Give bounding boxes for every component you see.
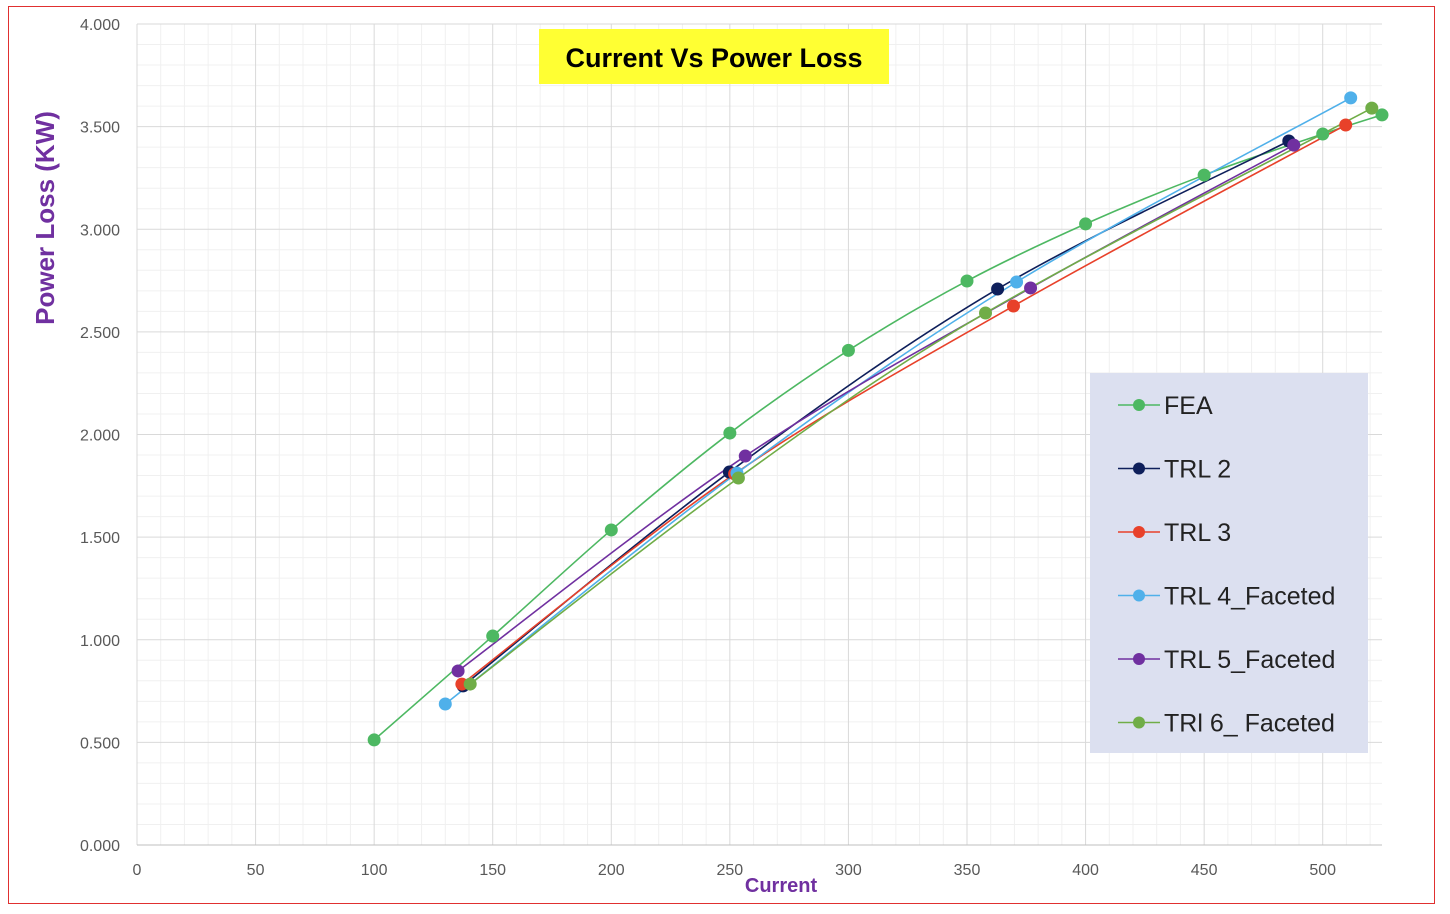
x-axis-label: Current xyxy=(745,875,818,897)
data-point xyxy=(463,677,477,691)
legend-marker xyxy=(1133,716,1145,729)
x-tick-label: 100 xyxy=(361,862,388,879)
data-point xyxy=(738,449,752,463)
data-point xyxy=(978,306,992,320)
legend-label: TRL 3 xyxy=(1164,519,1231,547)
x-tick-label: 300 xyxy=(835,862,862,879)
chart-frame xyxy=(8,6,1435,904)
data-point xyxy=(731,471,745,485)
data-point xyxy=(1316,127,1330,141)
legend-label: TRL 2 xyxy=(1164,456,1231,484)
x-tick-label: 400 xyxy=(1072,862,1099,879)
title-box xyxy=(539,29,889,84)
series-line-0 xyxy=(373,114,1383,741)
x-tick-label: 200 xyxy=(598,862,625,879)
legend-marker xyxy=(1133,462,1145,475)
series-line-2 xyxy=(461,124,1347,685)
legend-label: TRl 6_ Faceted xyxy=(1164,710,1335,738)
legend-marker xyxy=(1133,526,1145,538)
legend-marker xyxy=(1133,653,1145,665)
chart-title: Current Vs Power Loss xyxy=(565,43,862,73)
x-tick-label: 250 xyxy=(717,862,744,879)
data-point xyxy=(1287,138,1301,152)
y-tick-label: 2.000 xyxy=(80,428,120,445)
data-point xyxy=(486,629,500,643)
data-point xyxy=(960,274,974,288)
data-point xyxy=(841,343,855,357)
data-point xyxy=(723,426,737,440)
y-tick-label: 3.500 xyxy=(80,120,120,137)
data-point xyxy=(1006,299,1020,313)
data-point xyxy=(991,282,1005,296)
legend-label: TRL 5_Faceted xyxy=(1164,646,1335,674)
y-tick-label: 0.500 xyxy=(80,735,120,752)
legend-label: FEA xyxy=(1164,392,1213,420)
series-line-4 xyxy=(457,144,1295,672)
data-point xyxy=(1024,281,1038,295)
data-point xyxy=(1339,118,1353,132)
legend-marker xyxy=(1133,589,1145,602)
y-tick-label: 1.000 xyxy=(80,633,120,650)
y-tick-label: 1.500 xyxy=(80,530,120,547)
y-axis-label: Power Loss (KW) xyxy=(30,111,60,325)
data-point xyxy=(1197,168,1211,182)
data-point xyxy=(1375,108,1389,122)
legend-marker xyxy=(1133,399,1145,411)
legend xyxy=(1090,373,1368,753)
x-tick-label: 50 xyxy=(247,862,265,879)
legend-label: TRL 4_Faceted xyxy=(1164,583,1335,611)
y-tick-label: 3.000 xyxy=(80,222,120,239)
data-point xyxy=(451,664,465,678)
data-point xyxy=(1010,275,1024,289)
data-point xyxy=(604,523,618,537)
y-tick-label: 0.000 xyxy=(80,838,120,855)
x-tick-label: 150 xyxy=(479,862,506,879)
x-tick-label: 500 xyxy=(1309,862,1336,879)
series-line-5 xyxy=(469,107,1373,685)
data-point xyxy=(1344,91,1358,105)
y-tick-label: 4.000 xyxy=(80,17,120,34)
data-point xyxy=(438,697,452,711)
data-point xyxy=(1079,217,1093,231)
data-point xyxy=(367,733,381,747)
x-tick-label: 350 xyxy=(954,862,981,879)
data-point xyxy=(1365,101,1379,115)
x-tick-label: 0 xyxy=(133,862,142,879)
x-tick-label: 450 xyxy=(1191,862,1218,879)
y-tick-label: 2.500 xyxy=(80,325,120,342)
